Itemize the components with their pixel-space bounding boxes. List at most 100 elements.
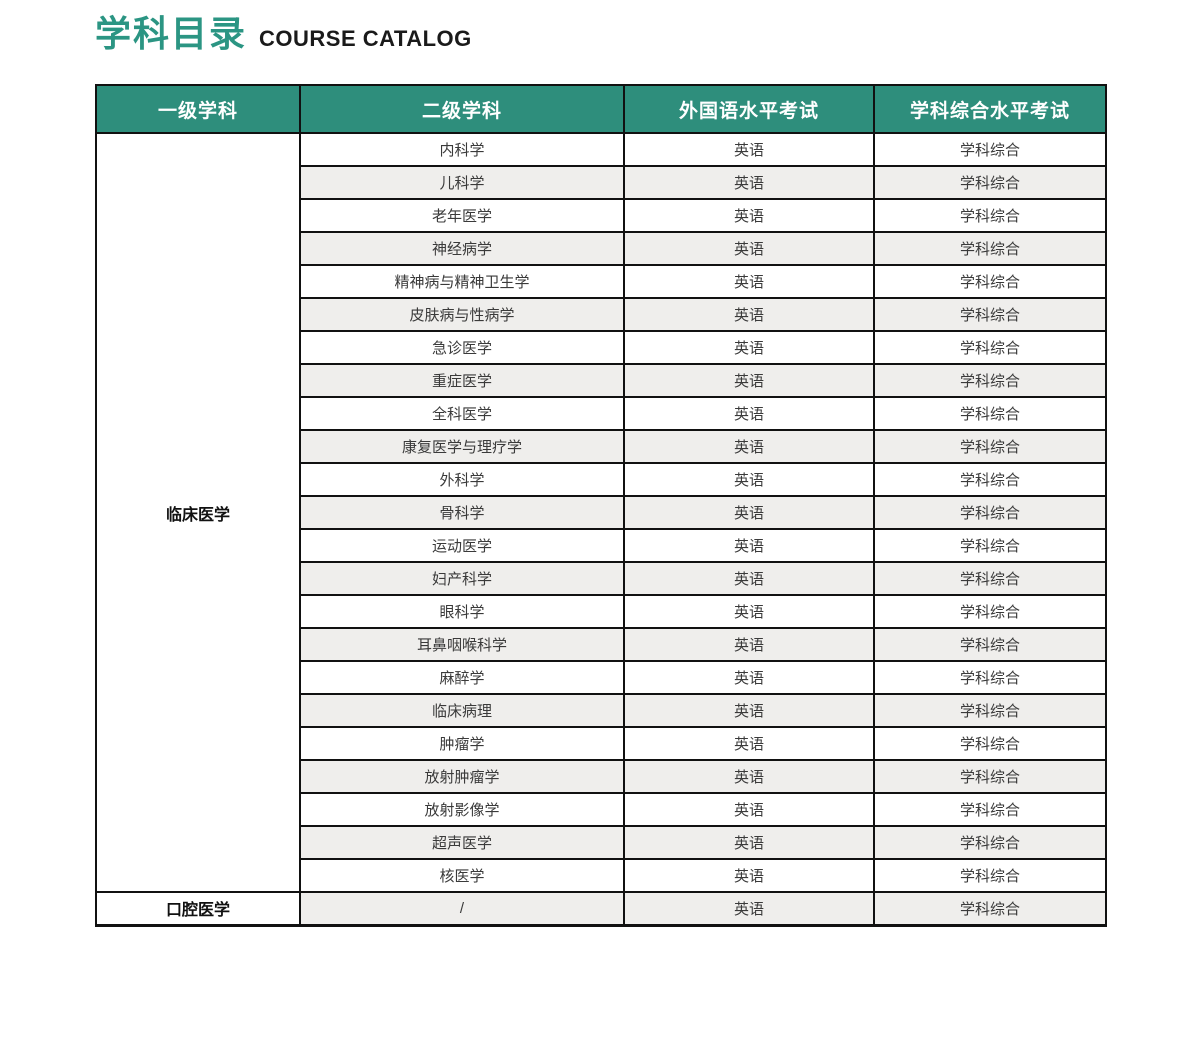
comprehensive-exam-cell: 学科综合 [873,231,1107,266]
secondary-discipline-cell: 运动医学 [299,528,625,563]
table-row: 精神病与精神卫生学 英语 学科综合 [96,264,1107,299]
col-header-primary-discipline: 一级学科 [95,84,301,134]
table-row: 肿瘤学 英语 学科综合 [96,726,1107,761]
foreign-exam-cell: 英语 [623,363,875,398]
comprehensive-exam-cell: 学科综合 [873,594,1107,629]
table-row: 重症医学 英语 学科综合 [96,363,1107,398]
foreign-exam-cell: 英语 [623,594,875,629]
secondary-discipline-cell: 儿科学 [299,165,625,200]
col-header-foreign-exam: 外国语水平考试 [623,84,875,134]
table-row: 骨科学 英语 学科综合 [96,495,1107,530]
table-row: 眼科学 英语 学科综合 [96,594,1107,629]
table-row: 老年医学 英语 学科综合 [96,198,1107,233]
secondary-discipline-cell: 皮肤病与性病学 [299,297,625,332]
foreign-exam-cell: 英语 [623,264,875,299]
secondary-discipline-cell: 重症医学 [299,363,625,398]
foreign-exam-cell: 英语 [623,462,875,497]
comprehensive-exam-cell: 学科综合 [873,165,1107,200]
secondary-discipline-cell: 麻醉学 [299,660,625,695]
secondary-discipline-cell: 康复医学与理疗学 [299,429,625,464]
table-row: 超声医学 英语 学科综合 [96,825,1107,860]
page-title-cn: 学科目录 [95,13,248,54]
primary-discipline-cell: 临床医学 [95,132,301,893]
secondary-discipline-cell: 全科医学 [299,396,625,431]
comprehensive-exam-cell: 学科综合 [873,726,1107,761]
comprehensive-exam-cell: 学科综合 [873,693,1107,728]
comprehensive-exam-cell: 学科综合 [873,528,1107,563]
foreign-exam-cell: 英语 [623,693,875,728]
comprehensive-exam-cell: 学科综合 [873,462,1107,497]
secondary-discipline-cell: 外科学 [299,462,625,497]
foreign-exam-cell: 英语 [623,825,875,860]
course-catalog-table: 一级学科 二级学科 外国语水平考试 学科综合水平考试 临床医学 内科学 英语 学科综合… [95,84,1107,927]
table-row: 皮肤病与性病学 英语 学科综合 [96,297,1107,332]
secondary-discipline-cell: 神经病学 [299,231,625,266]
foreign-exam-cell: 英语 [623,429,875,464]
comprehensive-exam-cell: 学科综合 [873,363,1107,398]
foreign-exam-cell: 英语 [623,726,875,761]
foreign-exam-cell: 英语 [623,132,875,167]
comprehensive-exam-cell: 学科综合 [873,297,1107,332]
foreign-exam-cell: 英语 [623,198,875,233]
secondary-discipline-cell: / [299,891,625,926]
foreign-exam-cell: 英语 [623,792,875,827]
comprehensive-exam-cell: 学科综合 [873,264,1107,299]
foreign-exam-cell: 英语 [623,528,875,563]
table-row: 妇产科学 英语 学科综合 [96,561,1107,596]
table-row: 放射肿瘤学 英语 学科综合 [96,759,1107,794]
foreign-exam-cell: 英语 [623,396,875,431]
secondary-discipline-cell: 放射影像学 [299,792,625,827]
secondary-discipline-cell: 骨科学 [299,495,625,530]
comprehensive-exam-cell: 学科综合 [873,429,1107,464]
foreign-exam-cell: 英语 [623,891,875,926]
comprehensive-exam-cell: 学科综合 [873,198,1107,233]
foreign-exam-cell: 英语 [623,495,875,530]
table-row: 核医学 英语 学科综合 [96,858,1107,893]
table-row: 临床医学 内科学 英语 学科综合 [95,132,1107,893]
primary-discipline-cell: 口腔医学 [95,891,301,926]
table-row: 外科学 英语 学科综合 [96,462,1107,497]
comprehensive-exam-cell: 学科综合 [873,627,1107,662]
foreign-exam-cell: 英语 [623,759,875,794]
secondary-discipline-cell: 临床病理 [299,693,625,728]
table-row: 儿科学 英语 学科综合 [96,165,1107,200]
table-row: 放射影像学 英语 学科综合 [96,792,1107,827]
foreign-exam-cell: 英语 [623,561,875,596]
table-row: 全科医学 英语 学科综合 [96,396,1107,431]
comprehensive-exam-cell: 学科综合 [873,891,1107,926]
comprehensive-exam-cell: 学科综合 [873,660,1107,695]
foreign-exam-cell: 英语 [623,297,875,332]
foreign-exam-cell: 英语 [623,627,875,662]
secondary-discipline-cell: 肿瘤学 [299,726,625,761]
col-header-secondary-discipline: 二级学科 [299,84,625,134]
comprehensive-exam-cell: 学科综合 [873,495,1107,530]
table-row: 耳鼻咽喉科学 英语 学科综合 [96,627,1107,662]
comprehensive-exam-cell: 学科综合 [873,132,1107,167]
table-body: 临床医学 内科学 英语 学科综合 儿科学 英语 学科综合 老年医学 英语 学科综合 神经病学 英语 学科… [95,132,1107,926]
secondary-discipline-cell: 耳鼻咽喉科学 [299,627,625,662]
foreign-exam-cell: 英语 [623,660,875,695]
secondary-discipline-cell: 核医学 [299,858,625,893]
secondary-discipline-cell: 急诊医学 [299,330,625,365]
comprehensive-exam-cell: 学科综合 [873,759,1107,794]
secondary-discipline-cell: 精神病与精神卫生学 [299,264,625,299]
table-row: 临床病理 英语 学科综合 [96,693,1107,728]
foreign-exam-cell: 英语 [623,231,875,266]
table-header-row: 一级学科 二级学科 外国语水平考试 学科综合水平考试 [95,84,1107,134]
table-row: 口腔医学 / 英语 学科综合 [95,891,1107,926]
comprehensive-exam-cell: 学科综合 [873,561,1107,596]
comprehensive-exam-cell: 学科综合 [873,330,1107,365]
comprehensive-exam-cell: 学科综合 [873,792,1107,827]
page-title-en: COURSE CATALOG [259,26,472,51]
foreign-exam-cell: 英语 [623,165,875,200]
table-row: 康复医学与理疗学 英语 学科综合 [96,429,1107,464]
table-row: 神经病学 英语 学科综合 [96,231,1107,266]
table-row: 急诊医学 英语 学科综合 [96,330,1107,365]
secondary-discipline-cell: 放射肿瘤学 [299,759,625,794]
table-row: 麻醉学 英语 学科综合 [96,660,1107,695]
page-header: 学科目录 COURSE CATALOG [95,12,472,56]
secondary-discipline-cell: 内科学 [299,132,625,167]
col-header-comprehensive-exam: 学科综合水平考试 [873,84,1107,134]
comprehensive-exam-cell: 学科综合 [873,858,1107,893]
